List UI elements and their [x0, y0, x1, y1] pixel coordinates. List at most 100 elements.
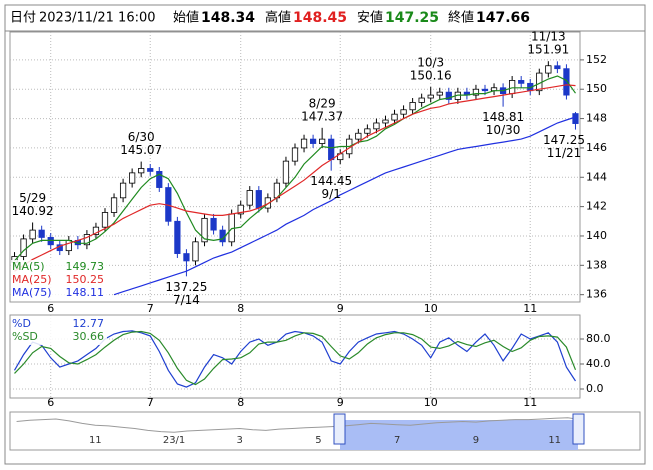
candle-body	[65, 239, 72, 252]
annotation-date: 11/21	[547, 146, 582, 160]
legend-name: %SD	[12, 330, 38, 343]
candle-body	[545, 65, 552, 74]
candle-body	[110, 197, 118, 213]
navigator-handle[interactable]	[572, 413, 585, 445]
annotation-date: 11/13	[531, 30, 566, 44]
legend-value: 150.25	[66, 273, 105, 286]
x-tick-label: 9	[473, 435, 479, 446]
candle-body	[382, 119, 389, 124]
legend-value: 12.77	[73, 317, 105, 330]
legend-value: 148.11	[66, 286, 105, 299]
y-tick-label: 138	[586, 258, 607, 271]
x-tick-label: 23/1	[163, 435, 185, 446]
candle-body	[300, 138, 308, 149]
candle-body	[282, 160, 290, 184]
line-series	[13, 330, 577, 388]
high-label: 高値	[265, 10, 291, 26]
navigator-selection[interactable]	[340, 420, 578, 450]
candle-body	[373, 122, 380, 130]
candle-body	[38, 229, 45, 238]
line-series	[113, 116, 576, 296]
candle-body	[174, 220, 181, 254]
y-tick-label: 0.0	[586, 382, 604, 395]
y-tick-label: 80.0	[586, 332, 611, 345]
close-label: 終値	[448, 10, 474, 26]
y-tick-label: 140	[586, 229, 607, 242]
line-series	[14, 330, 577, 386]
candle-body	[20, 238, 27, 257]
candle-body	[156, 171, 163, 188]
y-tick-label: 148	[586, 112, 607, 125]
annotation-value: 151.91	[527, 43, 569, 57]
y-tick-label: 142	[586, 200, 607, 213]
annotation-value: 145.07	[120, 143, 162, 157]
legend-value: 149.73	[66, 260, 105, 273]
x-tick-label: 7	[147, 396, 154, 409]
candle-body	[83, 234, 91, 246]
candle-body	[427, 94, 434, 99]
annotation-value: 147.25	[543, 133, 585, 147]
candle-body	[481, 88, 489, 92]
candle-body	[192, 241, 199, 262]
annotation-date: 7/14	[173, 293, 200, 307]
y-tick-label: 40.0	[586, 357, 611, 370]
line-series	[16, 417, 581, 433]
date: 2023/11/21 16:00	[39, 11, 156, 26]
annotation-date: 10/30	[486, 123, 521, 137]
x-tick-label: 11	[89, 435, 102, 446]
x-tick-label: 10	[424, 302, 438, 315]
x-tick-label: 7	[394, 435, 400, 446]
candle-body	[92, 226, 100, 235]
open-label: 始値	[173, 10, 199, 26]
x-tick-label: 11	[523, 396, 537, 409]
y-tick-label: 144	[586, 170, 607, 183]
x-tick-label: 5	[315, 435, 321, 446]
candle-body	[418, 97, 425, 103]
y-tick-label: 150	[586, 82, 607, 95]
high-value: 148.45	[293, 10, 347, 26]
x-tick-label: 9	[337, 302, 344, 315]
line-series	[14, 84, 576, 272]
annotation-date: 6/30	[128, 130, 155, 144]
legend-box	[11, 317, 107, 345]
candle-body	[472, 88, 480, 96]
x-tick-label: 11	[523, 302, 537, 315]
candle-body	[129, 172, 136, 184]
candle-body	[572, 113, 579, 124]
candle-body	[147, 168, 154, 172]
candle-body	[138, 168, 145, 174]
candle-body	[291, 147, 299, 162]
annotation-date: 10/3	[417, 55, 444, 69]
navigator-handle[interactable]	[333, 413, 346, 445]
line-series	[14, 75, 576, 262]
candle-body	[101, 212, 109, 228]
candle-body	[255, 190, 262, 209]
legend-box	[11, 260, 107, 301]
annotation-value: 137.25	[165, 280, 207, 294]
x-tick-label: 9	[337, 396, 344, 409]
annotation-value: 140.92	[12, 204, 54, 218]
legend-name: MA(5)	[12, 260, 45, 273]
x-tick-label: 10	[424, 396, 438, 409]
candle-body	[119, 182, 127, 199]
legend-name: %D	[12, 317, 31, 330]
candle-body	[201, 217, 208, 243]
candle-body	[436, 91, 443, 96]
candle-body	[29, 229, 36, 240]
legend-name: MA(25)	[12, 273, 52, 286]
candle-body	[518, 80, 525, 84]
candle-body	[210, 217, 217, 231]
x-tick-label: 8	[237, 302, 244, 315]
candle-body	[563, 68, 570, 96]
candle-body	[319, 138, 326, 144]
low-label: 安値	[357, 10, 383, 26]
close-value: 147.66	[476, 10, 530, 26]
x-tick-label: 11	[548, 435, 561, 446]
candle-body	[264, 197, 271, 209]
candle-body	[355, 132, 362, 140]
y-tick-label: 152	[586, 53, 607, 66]
x-tick-label: 3	[237, 435, 243, 446]
annotation-value: 147.37	[301, 109, 343, 123]
